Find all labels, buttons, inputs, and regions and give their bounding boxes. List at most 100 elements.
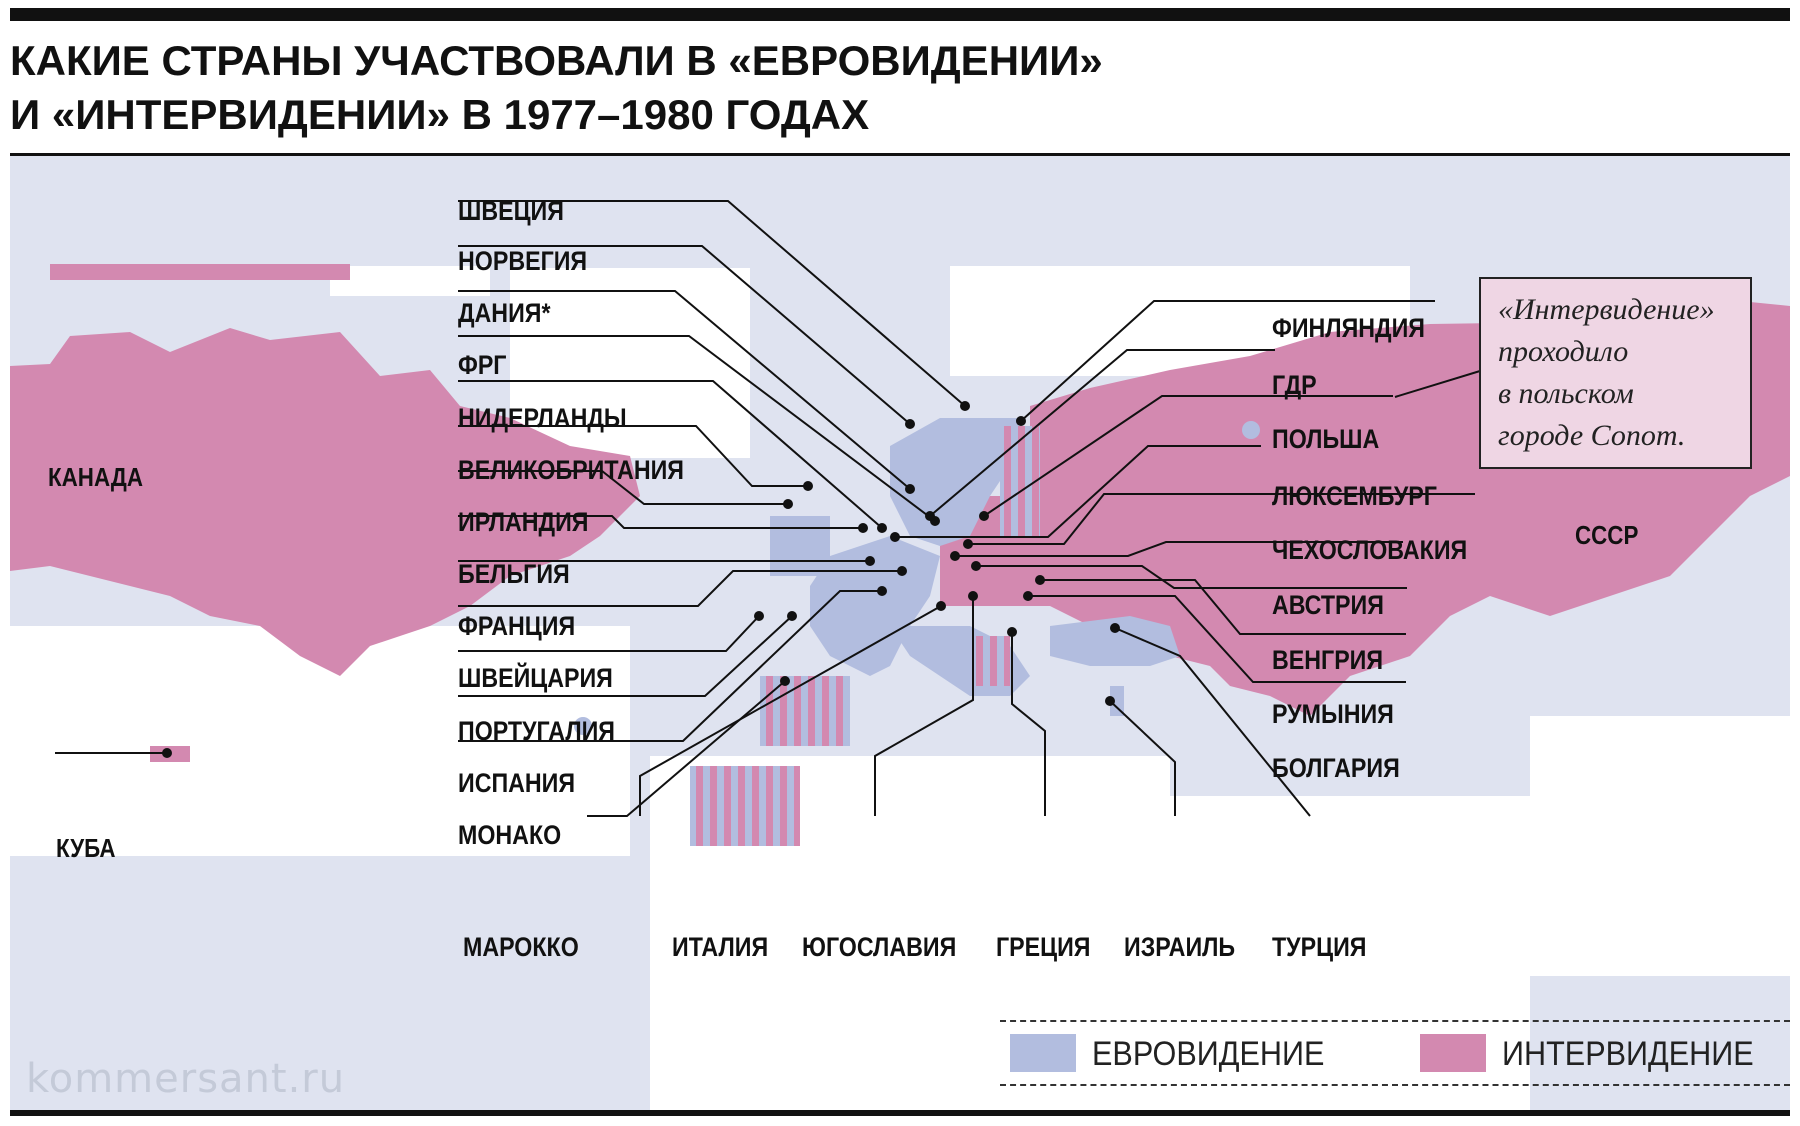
leader-line-spain <box>458 615 793 697</box>
region-canada <box>10 328 640 676</box>
dot-sweden <box>960 401 970 411</box>
label-turkey: ТУРЦИЯ <box>1272 932 1367 962</box>
marker-luxembourg <box>1242 421 1260 439</box>
land-asia-east <box>1530 716 1790 976</box>
label-frg: ФРГ <box>458 350 507 380</box>
label-cuba: КУБА <box>56 833 116 863</box>
leader-line-hungary <box>976 565 1407 589</box>
label-greece: ГРЕЦИЯ <box>996 932 1091 962</box>
callout-line-1: «Интервидение» <box>1498 293 1715 326</box>
leader-line-czechoslovakia <box>968 493 1475 545</box>
dot-israel <box>1105 696 1115 706</box>
label-ireland: ИРЛАНДИЯ <box>458 507 589 537</box>
dot-italy <box>936 601 946 611</box>
bottom-rule <box>10 1110 1790 1116</box>
leader-line-greece <box>1011 632 1046 816</box>
world-map <box>10 200 1790 1110</box>
leader-line-uk <box>458 425 808 487</box>
region-scandinavia <box>890 418 1020 546</box>
label-sweden: ШВЕЦИЯ <box>458 196 564 226</box>
region-uk-ireland <box>770 516 830 576</box>
label-monaco: МОНАКО <box>458 820 562 850</box>
label-austria: АВСТРИЯ <box>1272 590 1384 620</box>
leader-line-finland <box>1020 300 1435 422</box>
dot-gdr <box>925 511 935 521</box>
leader-line-gdr <box>929 349 1275 517</box>
label-israel: ИЗРАИЛЬ <box>1124 932 1236 962</box>
dot-spain <box>787 611 797 621</box>
label-finland: ФИНЛЯНДИЯ <box>1272 313 1425 343</box>
label-romania: РУМЫНИЯ <box>1272 699 1394 729</box>
leader-line-norway <box>458 245 911 425</box>
legend-top-rule <box>1000 1020 1790 1022</box>
callout-line-3: в польском <box>1498 377 1634 410</box>
leader-line-belgium <box>458 515 863 529</box>
leader-line-monaco <box>458 590 882 742</box>
dot-netherlands <box>877 523 887 533</box>
dot-switzerland <box>897 566 907 576</box>
title-line-1: КАКИЕ СТРАНЫ УЧАСТВОВАЛИ В «ЕВРОВИДЕНИИ» <box>10 37 1103 84</box>
dot-hungary <box>971 561 981 571</box>
dot-turkey <box>1110 623 1120 633</box>
dot-france <box>865 556 875 566</box>
dot-uk <box>803 481 813 491</box>
legend-label-intervision: ИНТЕРВИДЕНИЕ <box>1502 1035 1754 1073</box>
legend-swatch-eurovision <box>1010 1034 1076 1072</box>
region-israel <box>1110 686 1124 716</box>
leader-line-italy <box>639 605 942 816</box>
legend-swatch-intervision <box>1420 1034 1486 1072</box>
dot-morocco <box>780 676 790 686</box>
dot-czechoslovakia <box>963 539 973 549</box>
dot-cuba <box>162 748 172 758</box>
label-france: ФРАНЦИЯ <box>458 611 576 641</box>
legend-label-eurovision: ЕВРОВИДЕНИЕ <box>1092 1035 1325 1073</box>
leader-line-morocco <box>587 680 786 817</box>
label-switzerland: ШВЕЙЦАРИЯ <box>458 663 613 693</box>
leader-lines <box>55 200 1481 817</box>
label-poland: ПОЛЬША <box>1272 424 1380 454</box>
title-line-2: И «ИНТЕРВИДЕНИИ» В 1977–1980 ГОДАХ <box>10 91 870 138</box>
leader-line-israel <box>1109 700 1176 816</box>
microstate-markers <box>574 421 1260 735</box>
dot-portugal <box>754 611 764 621</box>
label-norway: НОРВЕГИЯ <box>458 246 588 276</box>
leader-line-austria <box>955 541 1403 557</box>
region-iberia <box>760 676 850 746</box>
leader-line-turkey <box>1114 627 1311 817</box>
legend-bottom-rule <box>1000 1084 1790 1086</box>
region-yugoslavia <box>970 636 1010 686</box>
region-finland <box>1000 426 1040 536</box>
callout-line-4: городе Сопот. <box>1498 419 1686 452</box>
leader-line-netherlands <box>458 380 883 529</box>
sopot-callout-box <box>1479 277 1752 469</box>
marker-monaco <box>574 717 592 735</box>
dot-ireland <box>783 499 793 509</box>
dot-yugoslavia <box>968 591 978 601</box>
both-contests-territory <box>690 426 1040 846</box>
label-portugal: ПОРТУГАЛИЯ <box>458 716 615 746</box>
leader-line-poland <box>983 395 1393 517</box>
leader-line-luxembourg <box>895 445 1261 538</box>
leader-line-switzerland <box>458 570 902 607</box>
dot-austria <box>950 551 960 561</box>
leader-line-sweden <box>458 200 966 407</box>
label-great-britain: ВЕЛИКОБРИТАНИЯ <box>458 455 684 485</box>
leader-line-yugoslavia <box>874 596 974 816</box>
dot-romania <box>1035 575 1045 585</box>
label-hungary: ВЕНГРИЯ <box>1272 645 1384 675</box>
label-denmark: ДАНИЯ* <box>458 298 551 328</box>
label-bulgaria: БОЛГАРИЯ <box>1272 753 1400 783</box>
dot-greece <box>1007 627 1017 637</box>
dot-denmark <box>905 484 915 494</box>
label-czechoslovakia: ЧЕХОСЛОВАКИЯ <box>1272 535 1468 565</box>
label-netherlands: НИДЕРЛАНДЫ <box>458 403 627 433</box>
callout-line-2: проходило <box>1498 335 1629 368</box>
region-morocco <box>690 766 800 846</box>
dot-norway <box>905 419 915 429</box>
dot-finland <box>1016 416 1026 426</box>
top-rule <box>10 8 1790 21</box>
dot-bulgaria <box>1023 591 1033 601</box>
dot-belgium <box>858 523 868 533</box>
label-canada: КАНАДА <box>48 462 144 492</box>
region-turkey <box>1050 616 1180 666</box>
